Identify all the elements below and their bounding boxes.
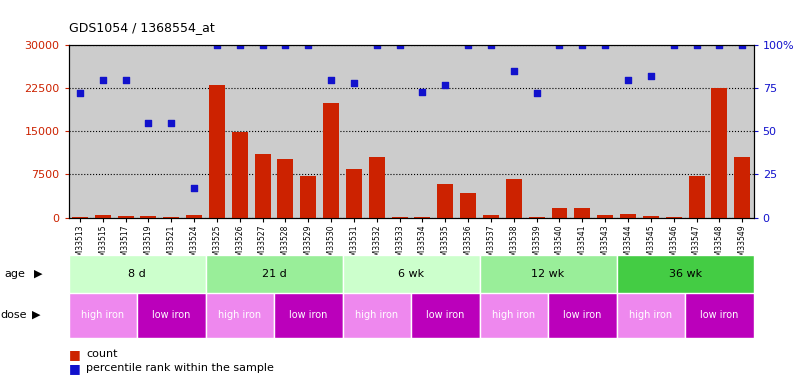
- Text: ▶: ▶: [34, 269, 43, 279]
- Text: dose: dose: [1, 310, 27, 320]
- Text: ■: ■: [69, 362, 81, 375]
- Point: [599, 42, 612, 48]
- Bar: [274, 292, 343, 338]
- Point: [142, 120, 155, 126]
- Point: [736, 42, 749, 48]
- Bar: [369, 157, 384, 218]
- Bar: [734, 157, 750, 218]
- Bar: [643, 216, 659, 217]
- Point: [644, 73, 657, 79]
- Bar: [548, 292, 617, 338]
- Bar: [301, 176, 316, 217]
- Point: [575, 42, 588, 48]
- Text: high iron: high iron: [355, 310, 398, 320]
- Point: [621, 76, 634, 82]
- Text: ▶: ▶: [32, 310, 41, 320]
- Point: [713, 42, 725, 48]
- Point: [256, 42, 269, 48]
- Point: [347, 80, 360, 86]
- Text: low iron: low iron: [426, 310, 464, 320]
- Text: low iron: low iron: [152, 310, 190, 320]
- Bar: [506, 179, 521, 218]
- Text: low iron: low iron: [563, 310, 601, 320]
- Point: [73, 90, 86, 96]
- Point: [508, 68, 521, 74]
- Text: low iron: low iron: [289, 310, 327, 320]
- Text: low iron: low iron: [700, 310, 738, 320]
- Point: [370, 42, 383, 48]
- Point: [530, 90, 543, 96]
- Point: [667, 42, 680, 48]
- Bar: [118, 216, 134, 217]
- Bar: [343, 292, 411, 338]
- Text: high iron: high iron: [492, 310, 535, 320]
- Point: [97, 76, 110, 82]
- Point: [438, 82, 451, 88]
- Point: [279, 42, 292, 48]
- Point: [484, 42, 497, 48]
- Bar: [685, 292, 754, 338]
- Point: [119, 76, 132, 82]
- Bar: [460, 193, 476, 217]
- Bar: [69, 255, 206, 292]
- Bar: [617, 292, 685, 338]
- Bar: [551, 208, 567, 218]
- Bar: [206, 292, 274, 338]
- Bar: [209, 85, 225, 218]
- Text: 21 d: 21 d: [262, 269, 286, 279]
- Point: [210, 42, 223, 48]
- Point: [325, 76, 338, 82]
- Text: age: age: [4, 269, 25, 279]
- Bar: [277, 159, 293, 218]
- Bar: [480, 292, 548, 338]
- Text: GDS1054 / 1368554_at: GDS1054 / 1368554_at: [69, 21, 214, 34]
- Bar: [206, 255, 343, 292]
- Point: [234, 42, 247, 48]
- Bar: [95, 216, 110, 217]
- Bar: [617, 255, 754, 292]
- Bar: [323, 102, 339, 218]
- Text: high iron: high iron: [81, 310, 124, 320]
- Bar: [575, 208, 590, 218]
- Bar: [232, 132, 247, 218]
- Bar: [712, 88, 727, 218]
- Text: 6 wk: 6 wk: [398, 269, 424, 279]
- Point: [416, 88, 429, 94]
- Bar: [597, 215, 613, 217]
- Text: high iron: high iron: [218, 310, 261, 320]
- Text: 12 wk: 12 wk: [531, 269, 565, 279]
- Bar: [411, 292, 480, 338]
- Bar: [343, 255, 480, 292]
- Bar: [186, 216, 202, 217]
- Text: 36 wk: 36 wk: [668, 269, 702, 279]
- Bar: [140, 216, 156, 217]
- Bar: [438, 184, 453, 218]
- Bar: [346, 169, 362, 217]
- Bar: [255, 154, 271, 218]
- Point: [553, 42, 566, 48]
- Text: ■: ■: [69, 348, 81, 361]
- Text: high iron: high iron: [629, 310, 672, 320]
- Point: [393, 42, 406, 48]
- Bar: [620, 214, 636, 217]
- Bar: [480, 255, 617, 292]
- Text: count: count: [86, 350, 118, 359]
- Bar: [483, 216, 499, 217]
- Text: percentile rank within the sample: percentile rank within the sample: [86, 363, 274, 373]
- Point: [164, 120, 177, 126]
- Point: [690, 42, 703, 48]
- Point: [301, 42, 314, 48]
- Text: 8 d: 8 d: [128, 269, 146, 279]
- Point: [462, 42, 475, 48]
- Point: [188, 185, 201, 191]
- Bar: [137, 292, 206, 338]
- Bar: [688, 176, 704, 218]
- Bar: [69, 292, 137, 338]
